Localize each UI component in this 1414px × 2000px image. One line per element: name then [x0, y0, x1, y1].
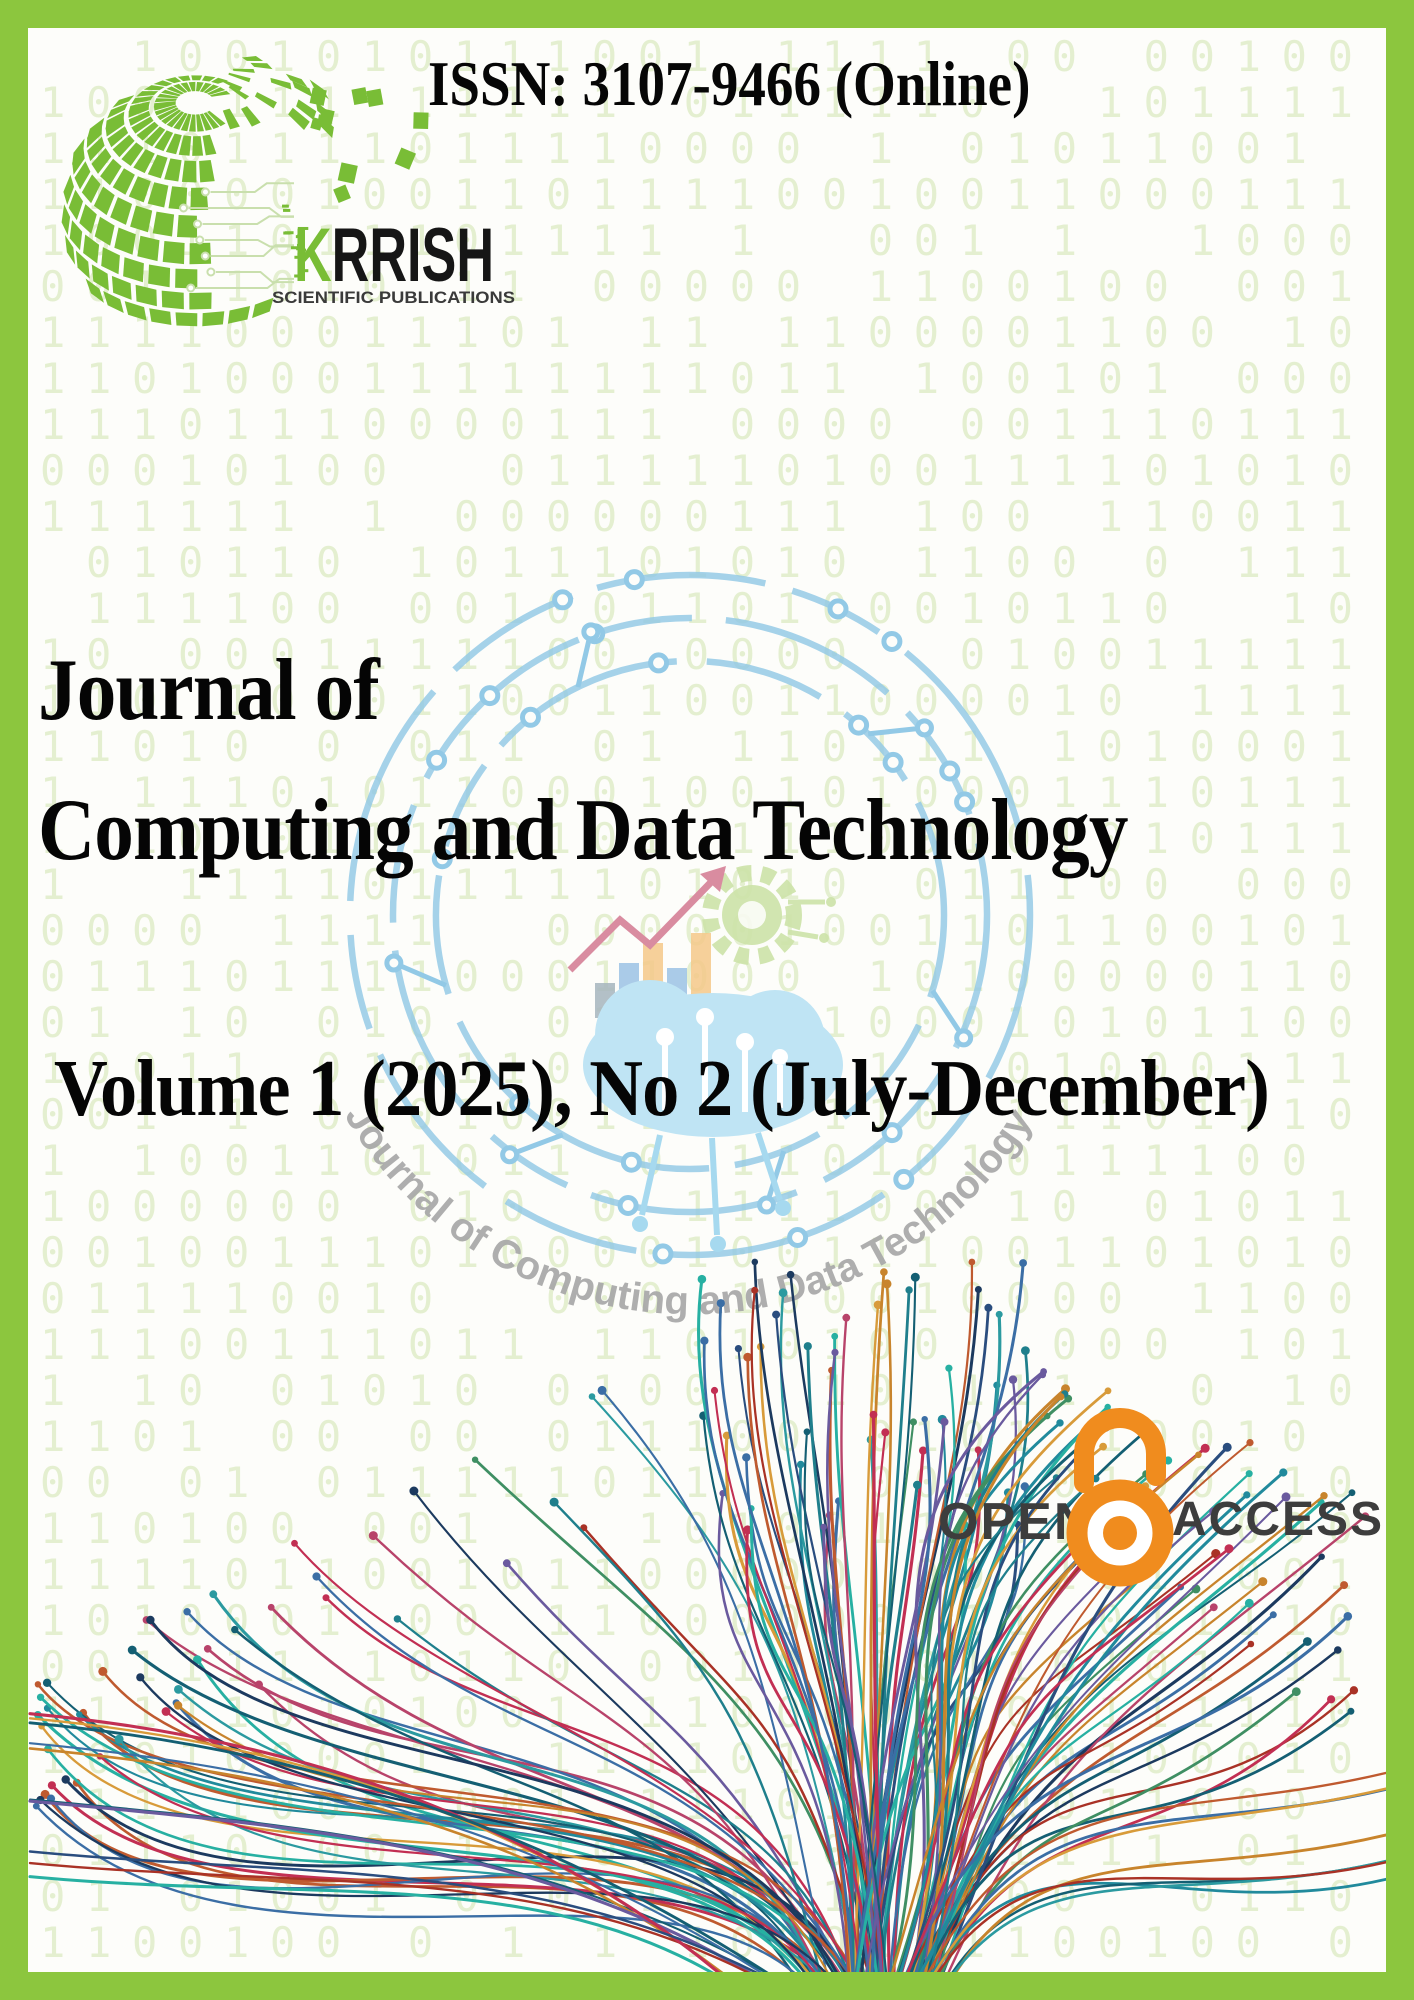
open-access-label-open: OPEN — [938, 1493, 1094, 1551]
open-access-label-access: ACCESS — [1172, 1493, 1385, 1546]
binary-row: 00010100 0111110100111101010 — [40, 446, 1374, 495]
krrish-wordmark: KRRISH — [294, 213, 494, 298]
binary-row: 010110 1011101010 1100 0 111 — [40, 538, 1374, 587]
journal-emblem-watermark: Journal of Computing and Data Technology — [336, 569, 1041, 1323]
trend-arrow-icon — [567, 866, 726, 973]
cloud-icon — [583, 980, 843, 1252]
binary-row: 111100 00100110100010110 10 — [40, 584, 1374, 633]
brand-letter-k: K — [294, 213, 332, 298]
binary-row: 1000000 010 0 111100 10 01011 — [40, 1182, 1374, 1231]
brand-rest: RRISH — [332, 213, 494, 298]
binary-row: 11100111011 11010100 000 101 — [40, 1320, 1374, 1369]
open-access-lock-icon — [1066, 1408, 1174, 1587]
binary-row: 1 10 011110101 11100101010111 — [40, 814, 1374, 863]
circuit-ring-nodes — [384, 569, 976, 1265]
binary-row: 1 111010110001001010001110111 — [40, 768, 1374, 817]
binary-row: 1001010111001 1111 00 00100 — [40, 32, 1374, 81]
binary-row: 111111 1 000000111 100 110011 — [40, 492, 1374, 541]
issn-text: ISSN: 3107-9466 (Online) — [428, 48, 1031, 119]
krrish-publisher-logo: KRRISH SCIENTIFIC PUBLICATIONS — [61, 56, 515, 327]
journal-title-line2: Computing and Data Technology — [38, 782, 1128, 879]
binary-row: 11010 0 011 01 110111 1010001 — [40, 722, 1374, 771]
binary-row: 1 10 01010 0100 10 111 0 10 — [40, 1366, 1374, 1415]
binary-row: 111100011101 11 1100001100 10 — [40, 308, 1374, 357]
journal-title-line1: Journal of — [38, 642, 380, 739]
gear-icon — [702, 865, 836, 965]
circuit-traces-icon — [179, 182, 309, 293]
publisher-tagline: SCIENTIFIC PUBLICATIONS — [272, 289, 515, 307]
fiber-optic-decoration — [28, 1258, 1386, 1972]
binary-code-background: 1001010111001 1111 00 00100 100 111 11111… — [28, 28, 1386, 1972]
binary-row: 110 10101100110011000010 1111 — [40, 676, 1374, 725]
binary-row: 110100011111111011 100101 000 — [40, 354, 1374, 403]
volume-issue-text: Volume 1 (2025), No 2 (July-December) — [54, 1045, 1270, 1133]
binary-row: 11101110000111 0000 001110111 — [40, 400, 1374, 449]
circuit-ring-icon — [346, 571, 1034, 1259]
binary-row: 001 1 0101001110 110 11101110 — [40, 1090, 1374, 1139]
globe-icon — [61, 56, 429, 327]
